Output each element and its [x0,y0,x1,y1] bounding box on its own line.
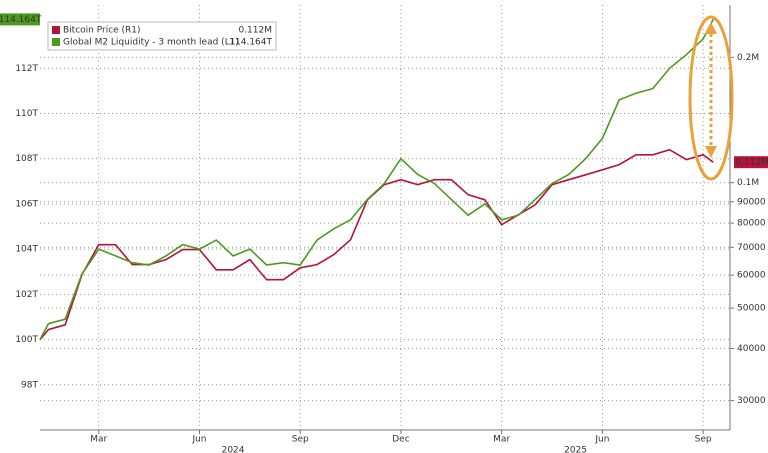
y2-tick-label: 50000 [737,304,766,314]
y2-tick-label: 30000 [737,396,766,406]
x-year-label: 2024 [222,446,245,453]
x-tick-label: Jun [191,435,206,445]
x-tick-label: Mar [90,435,107,445]
legend-value: 114.164T [229,38,272,48]
y-tick-label: 104T [15,245,38,255]
series-line [39,19,714,340]
y2-tick-label: 70000 [737,243,766,253]
highlight-ellipse [688,15,734,181]
y2-tick-label: 60000 [737,271,766,281]
y-tick-label: 102T [15,290,38,300]
x-tick-label: Jun [594,435,609,445]
legend-swatch [52,26,60,34]
y2-tick-label: 0.2M [737,53,759,63]
y-tick-label: 108T [15,154,38,164]
x-year-label: 2025 [564,446,587,453]
y-tick-label: 100T [15,335,38,345]
legend-value: 0.112M [238,26,272,36]
legend-label: Bitcoin Price (R1) [63,26,141,36]
legend-box [47,21,277,51]
y-tick-label: 110T [15,109,38,119]
last-value-label: 0.112M [735,158,768,168]
x-tick-label: Mar [493,435,510,445]
legend-label: Global M2 Liquidity - 3 month lead (L1) [63,38,239,48]
x-tick-label: Sep [695,435,712,445]
y2-tick-label: 40000 [737,344,766,354]
x-tick-label: Dec [392,435,409,445]
y2-tick-label: 90000 [737,197,766,207]
last-value-label: 114.164T [0,15,42,25]
x-tick-label: Sep [292,435,309,445]
y-tick-label: 106T [15,199,38,209]
last-value-box [734,156,768,169]
y-tick-label: 98T [21,380,38,390]
last-value-box [0,13,40,26]
y-tick-label: 112T [15,64,38,74]
legend: Bitcoin Price (R1) 0.112M Global M2 Liquid… [47,21,277,51]
y2-tick-label: 80000 [737,219,766,229]
y2-tick-label: 0.1M [737,178,759,188]
legend-swatch [52,38,60,46]
